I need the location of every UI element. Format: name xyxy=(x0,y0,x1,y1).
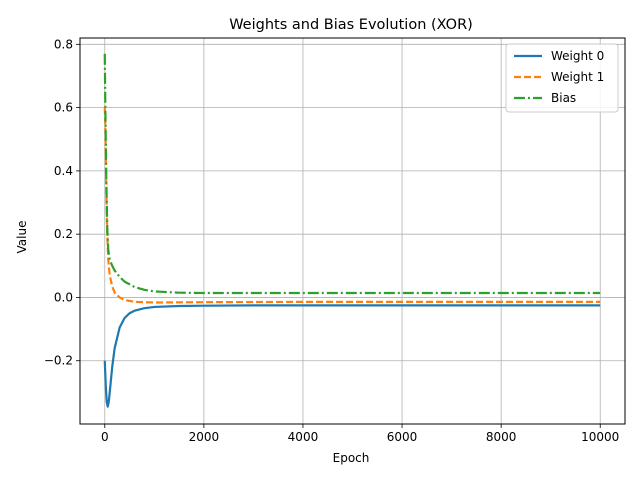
plot-area-frame xyxy=(79,37,626,425)
x-tick-label: 6000 xyxy=(387,430,418,444)
x-tick-label: 8000 xyxy=(486,430,517,444)
legend: Weight 0 Weight 1 Bias xyxy=(505,43,619,113)
x-axis-ticks: 0 2000 4000 6000 8000 10000 xyxy=(101,424,619,444)
legend-box xyxy=(505,43,619,113)
x-tick-label: 0 xyxy=(101,430,109,444)
y-tick-label: 0.8 xyxy=(54,37,73,51)
legend-label-0: Weight 0 xyxy=(551,49,604,63)
chart-title: Weights and Bias Evolution (XOR) xyxy=(229,17,473,33)
y-tick-label: 0.0 xyxy=(54,290,73,304)
y-tick-label: 0.2 xyxy=(54,227,73,241)
legend-label-1: Weight 1 xyxy=(551,70,604,84)
series-line-0 xyxy=(103,304,601,408)
x-tick-label: 10000 xyxy=(581,430,619,444)
x-tick-label: 2000 xyxy=(189,430,220,444)
series-lines xyxy=(103,53,601,408)
legend-label-2: Bias xyxy=(551,91,576,105)
y-axis-label: Value xyxy=(15,221,29,254)
series-line-1 xyxy=(103,107,601,304)
y-tick-label: −0.2 xyxy=(44,354,73,368)
y-tick-label: 0.4 xyxy=(54,164,73,178)
y-tick-label: 0.6 xyxy=(54,101,73,115)
x-axis-label: Epoch xyxy=(333,451,370,465)
series-line-2 xyxy=(103,53,601,295)
x-tick-label: 4000 xyxy=(288,430,319,444)
y-axis-ticks: −0.2 0.0 0.2 0.4 0.6 0.8 xyxy=(44,37,80,368)
